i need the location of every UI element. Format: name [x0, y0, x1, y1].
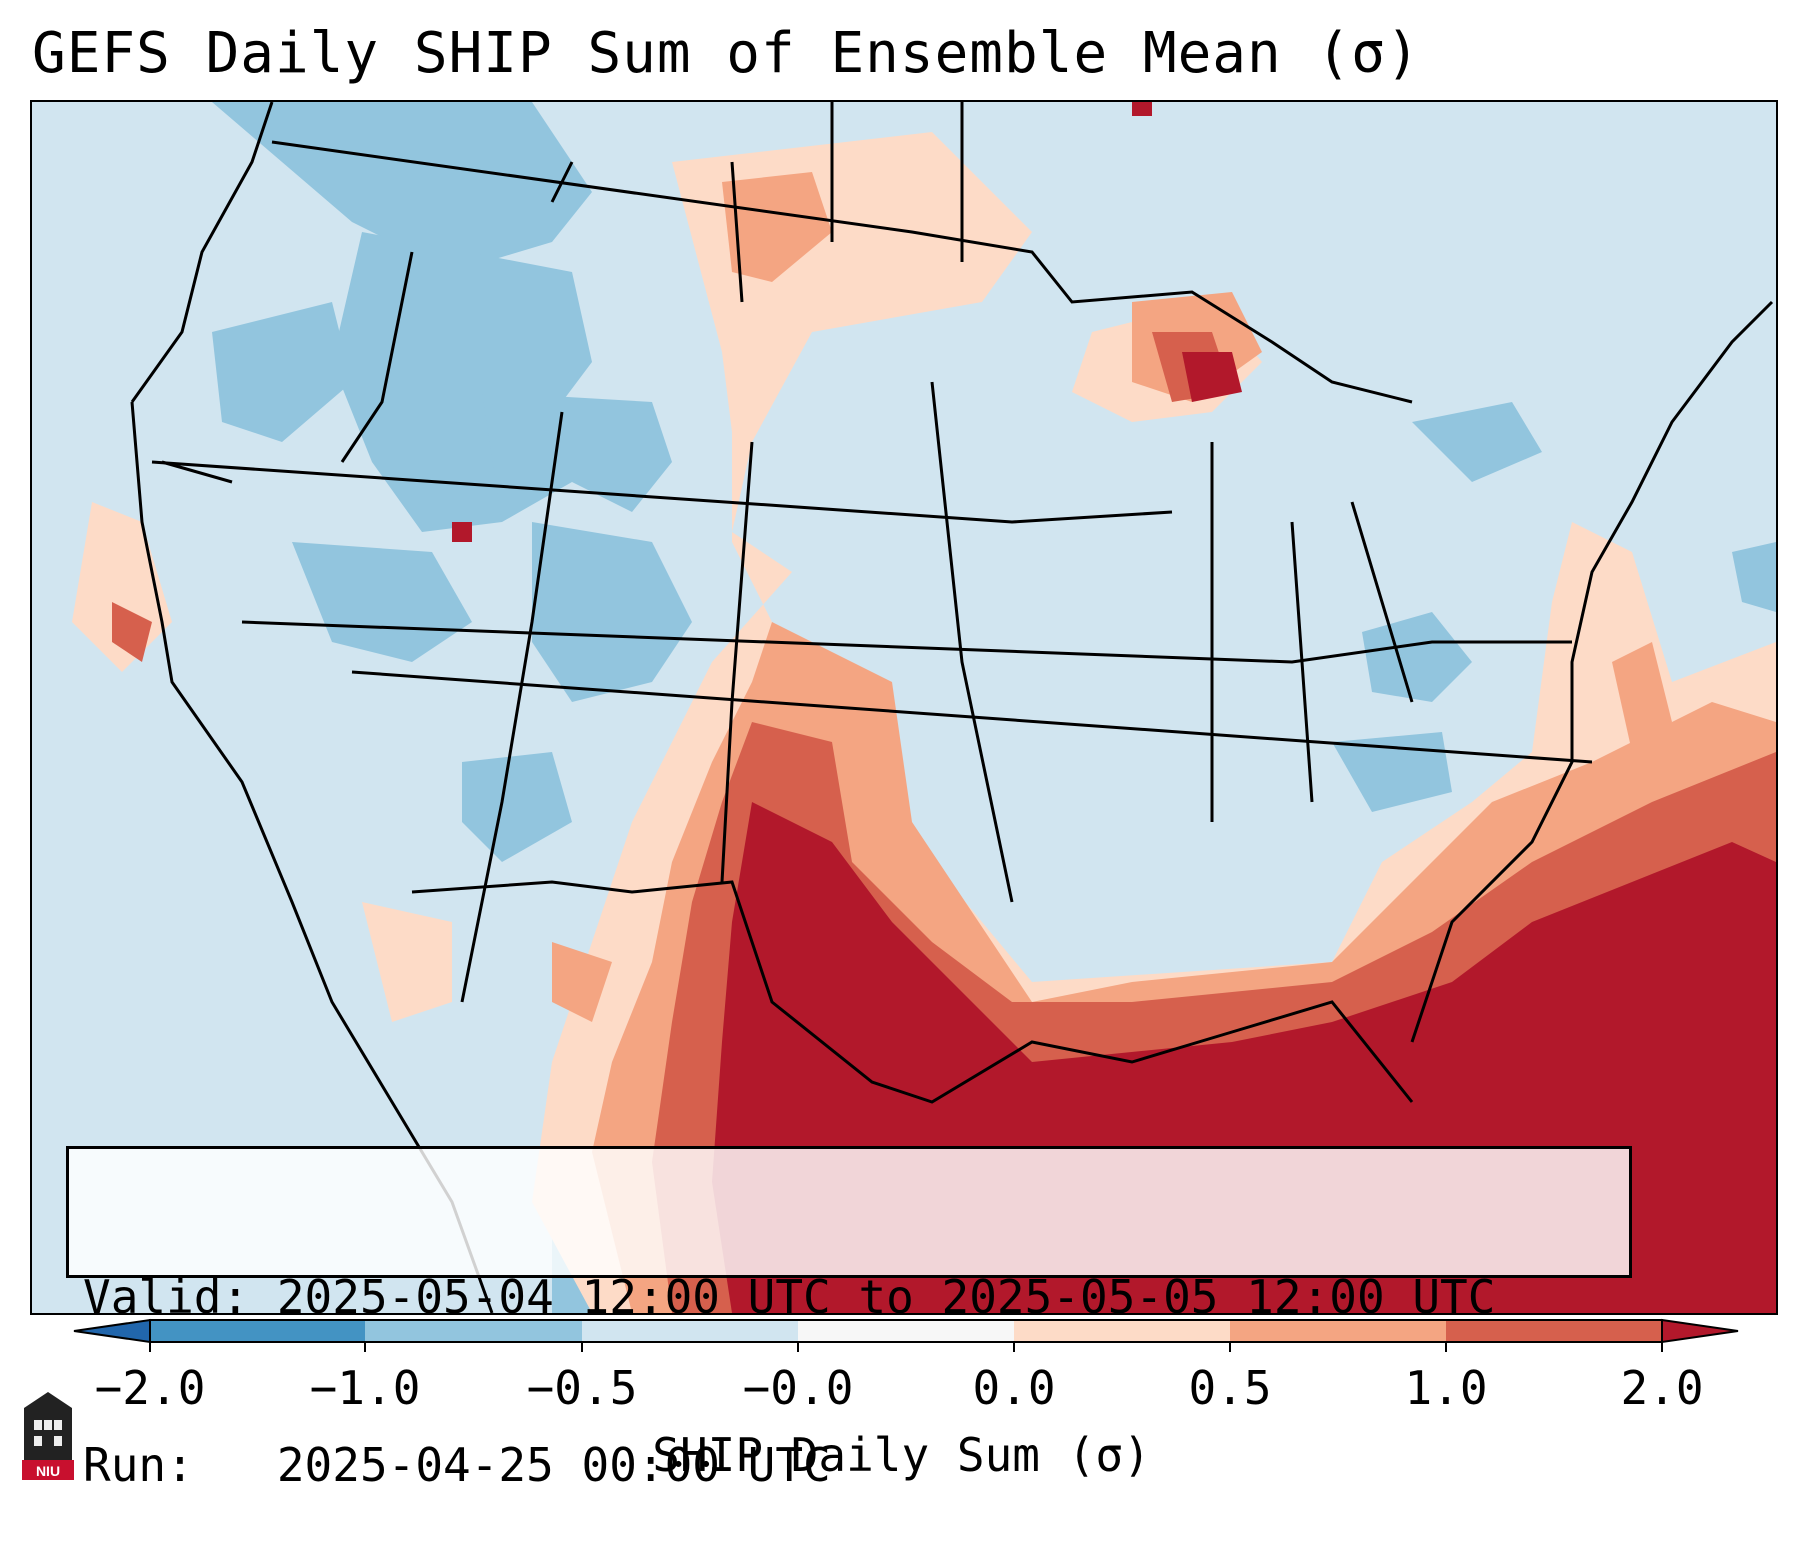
colorbar-tick-label: −0.0	[742, 1361, 854, 1415]
colorbar-tick-label: −0.5	[526, 1361, 638, 1415]
logo-text: NIU	[36, 1463, 60, 1479]
colorbar-extension-low	[73, 1318, 151, 1344]
colorbar-bin	[582, 1320, 798, 1342]
map-title: GEFS Daily SHIP Sum of Ensemble Mean (σ)	[32, 21, 1421, 86]
colorbar-label: SHIP Daily Sum (σ)	[652, 1428, 1151, 1482]
valid-run-info-box: Valid: 2025-05-04 12:00 UTC to 2025-05-0…	[66, 1146, 1632, 1492]
colorbar-tick-label: 0.5	[1188, 1361, 1272, 1415]
colorbar-bin	[1230, 1320, 1446, 1342]
niu-logo-icon: NIU	[22, 1392, 74, 1480]
colorbar-bin	[365, 1320, 582, 1342]
ship-anomaly-map	[32, 102, 1776, 1313]
colorbar-tick-label: −2.0	[94, 1361, 206, 1415]
colorbar-tick-label: −1.0	[309, 1361, 421, 1415]
state-borders	[130, 102, 1774, 1313]
colorbar-tick-label: 0.0	[972, 1361, 1056, 1415]
colorbar-tick-label: 2.0	[1620, 1361, 1704, 1415]
colorbar-extension-high	[1661, 1318, 1739, 1344]
run-time-text: Run: 2025-04-25 00:00 UTC	[83, 1438, 831, 1492]
colorbar-outline	[149, 1319, 1663, 1343]
colorbar-tick-label: 1.0	[1404, 1361, 1488, 1415]
colorbar-bin	[1014, 1320, 1230, 1342]
valid-period-text: Valid: 2025-05-04 12:00 UTC to 2025-05-0…	[83, 1270, 1496, 1324]
colorbar-bin	[798, 1320, 1014, 1342]
colorbar-bin	[150, 1320, 365, 1342]
map-panel[interactable]	[30, 100, 1778, 1315]
colorbar	[73, 1318, 1739, 1352]
colorbar-bin	[1446, 1320, 1662, 1342]
